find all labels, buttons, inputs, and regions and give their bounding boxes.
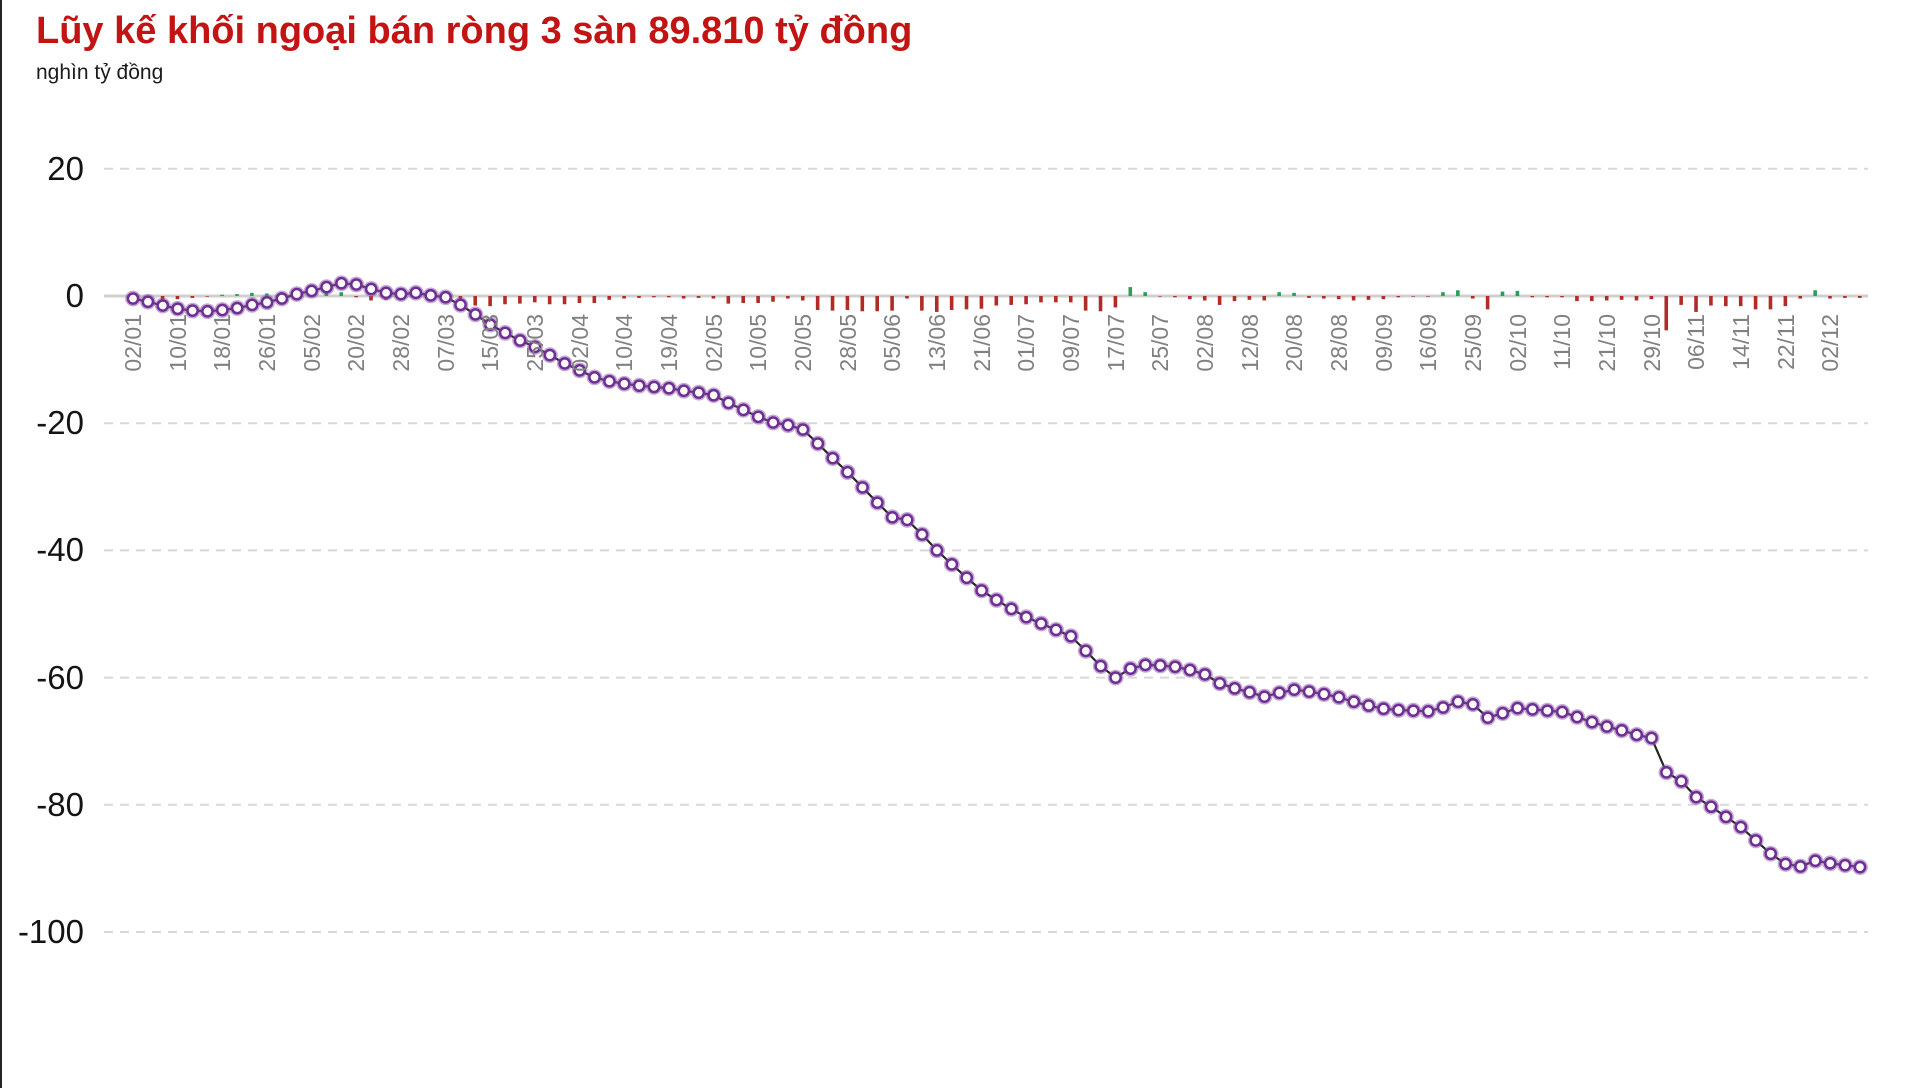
- window-left-edge-line: [0, 0, 2, 1088]
- x-axis-tick-label: 15/03: [477, 314, 504, 372]
- x-axis-tick-label: 28/02: [387, 314, 414, 372]
- x-axis-tick-label: 09/07: [1057, 314, 1084, 372]
- x-axis-tick-label: 26/01: [253, 314, 280, 372]
- line-markers: [125, 275, 1868, 876]
- x-axis-tick-label: 02/01: [120, 314, 146, 372]
- chart-title: Lũy kế khối ngoại bán ròng 3 sàn 89.810 …: [36, 10, 913, 52]
- x-axis-tick-label: 05/02: [298, 314, 325, 372]
- x-axis-tick-label: 20/02: [343, 314, 370, 372]
- chart-unit-label: nghìn tỷ đồng: [36, 61, 164, 84]
- x-axis-tick-label: 13/06: [923, 314, 950, 372]
- x-axis-tick-label: 02/12: [1817, 314, 1844, 372]
- y-axis-tick-label: -60: [36, 658, 84, 696]
- x-axis-tick-label: 19/04: [655, 314, 682, 372]
- x-axis-tick-label: 25/07: [1147, 314, 1174, 372]
- y-axis-tick-label: 0: [65, 277, 84, 314]
- x-axis-tick-label: 21/06: [968, 314, 995, 372]
- x-axis-tick-label: 25/09: [1459, 314, 1486, 372]
- x-axis-tick-label: 18/01: [209, 314, 236, 372]
- x-axis-tick-label: 21/10: [1593, 314, 1620, 372]
- x-axis-tick-label: 16/09: [1415, 314, 1442, 372]
- x-axis-tick-label: 14/11: [1727, 314, 1754, 370]
- x-axis-tick-label: 17/07: [1102, 314, 1129, 372]
- x-axis-tick-label: 10/04: [611, 314, 638, 372]
- x-axis-tick-label: 25/03: [521, 314, 548, 372]
- x-axis-tick-label: 02/08: [1191, 314, 1218, 372]
- x-axis-tick-label: 12/08: [1236, 314, 1263, 372]
- y-axis-tick-label: -100: [17, 913, 84, 950]
- y-axis-tick-label: -80: [36, 785, 84, 823]
- x-axis-tick-label: 09/09: [1370, 314, 1397, 372]
- x-axis-tick-label: 05/06: [879, 314, 906, 372]
- y-axis-tick-label: -20: [36, 404, 84, 442]
- x-axis-tick-label: 02/04: [566, 314, 593, 372]
- x-axis-tick-label: 28/08: [1325, 314, 1352, 372]
- x-axis-tick-label: 29/10: [1638, 314, 1665, 372]
- x-axis-tick-label: 28/05: [834, 314, 861, 372]
- x-axis-tick-label: 22/11: [1772, 314, 1799, 370]
- x-axis-tick-label: 10/05: [745, 314, 772, 372]
- x-axis-tick-label: 01/07: [1013, 314, 1040, 372]
- y-axis-tick-label: -40: [36, 531, 84, 569]
- x-axis-tick-label: 06/11: [1683, 314, 1710, 370]
- y-axis-tick-label: 20: [47, 149, 84, 187]
- x-axis-tick-label: 11/10: [1549, 314, 1576, 370]
- x-axis-tick-label: 10/01: [164, 314, 191, 372]
- x-axis-tick-label: 07/03: [432, 314, 459, 372]
- x-axis-tick-label: 20/05: [789, 314, 816, 372]
- x-axis-tick-label: 02/05: [700, 314, 727, 372]
- x-axis-tick-label: 02/10: [1504, 314, 1531, 372]
- x-axis-tick-label: 20/08: [1281, 314, 1308, 372]
